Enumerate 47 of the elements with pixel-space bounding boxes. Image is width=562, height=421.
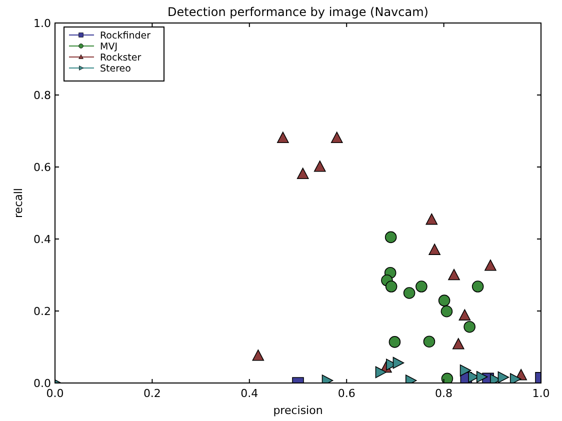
point: [392, 356, 404, 369]
y-tick-label: 1.0: [34, 17, 51, 30]
y-tick-label: 0.2: [34, 305, 51, 318]
point: [423, 336, 436, 348]
legend-label: Rockster: [100, 52, 142, 64]
point: [385, 280, 398, 292]
point: [252, 350, 264, 361]
legend-label: MVJ: [100, 42, 118, 52]
legend-label: Rockfinder: [100, 30, 151, 42]
point: [484, 260, 496, 271]
point: [426, 213, 438, 225]
point: [498, 371, 510, 383]
y-tick-label: 0.4: [34, 233, 51, 246]
point: [384, 231, 397, 244]
chart-title: Detection performance by image (Navcam): [168, 5, 428, 19]
x-tick-label: 0.6: [338, 387, 356, 400]
point: [464, 320, 476, 333]
point: [403, 287, 416, 299]
point: [458, 309, 471, 320]
point: [460, 364, 472, 376]
y-tick-label: 0.6: [34, 161, 51, 174]
point: [314, 160, 326, 172]
x-axis-title: precision: [273, 404, 323, 417]
point: [388, 336, 401, 348]
point: [510, 373, 522, 383]
x-tick-label: 0.2: [143, 387, 161, 400]
x-tick-label: 0.0: [46, 387, 64, 400]
y-axis-title: recall: [12, 188, 25, 218]
point: [441, 372, 454, 383]
y-tick-label: 0.0: [34, 377, 51, 390]
point: [452, 338, 464, 350]
legend-label: Stereo: [100, 64, 132, 74]
point: [448, 268, 460, 280]
point: [330, 132, 343, 143]
point: [375, 366, 387, 378]
point: [472, 280, 484, 292]
x-tick-label: 0.8: [435, 387, 453, 400]
point: [296, 168, 309, 179]
x-tick-label: 1.0: [532, 387, 550, 400]
point: [476, 370, 488, 383]
point: [438, 294, 450, 306]
x-tick-label: 0.4: [240, 387, 258, 400]
point: [428, 244, 440, 255]
point: [416, 280, 428, 292]
point: [277, 132, 289, 143]
point: [440, 305, 453, 318]
y-tick-label: 0.8: [34, 89, 51, 102]
